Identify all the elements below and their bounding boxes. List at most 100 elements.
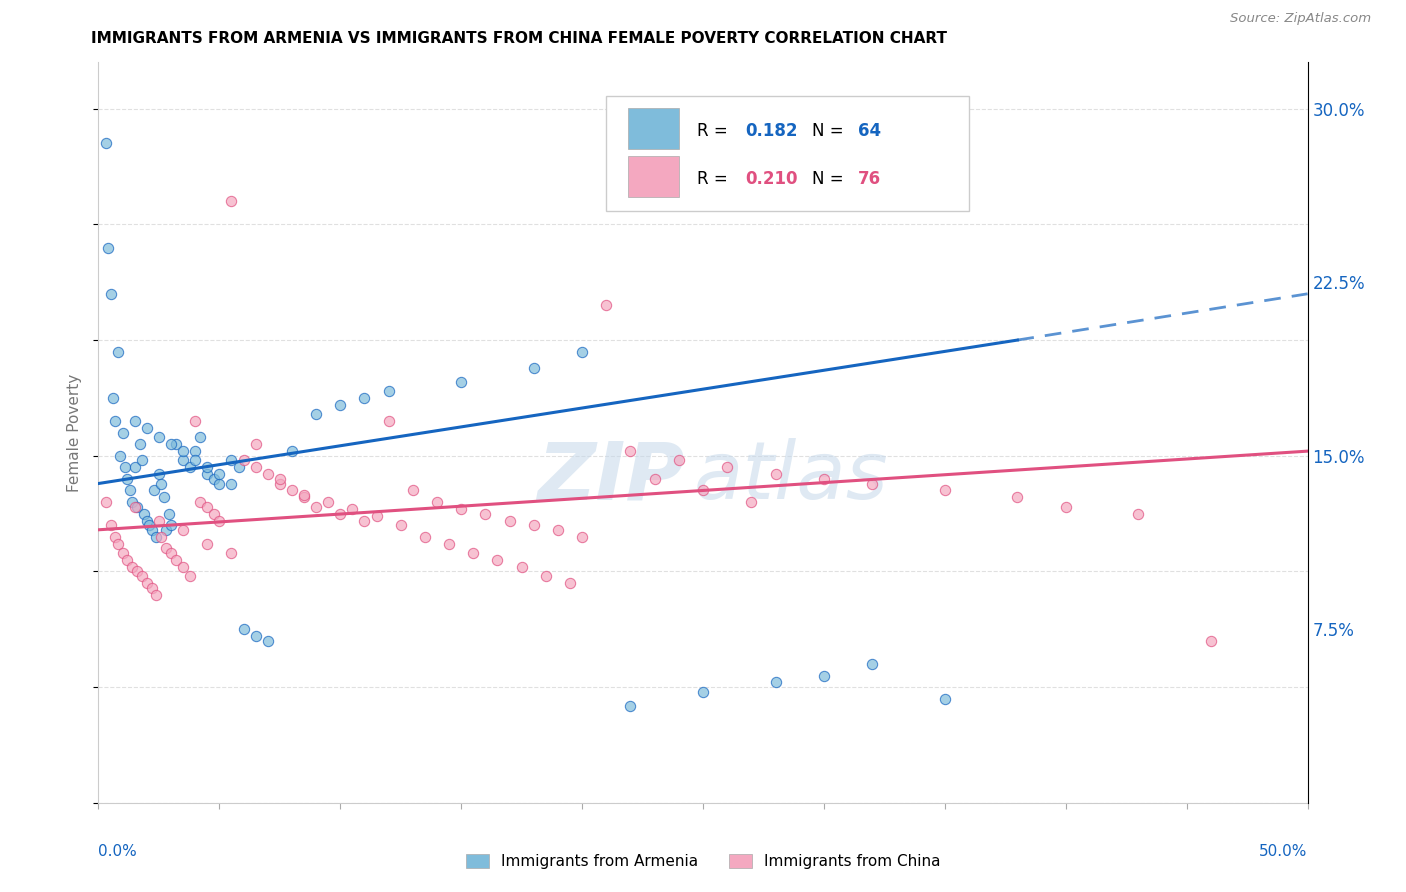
Text: R =: R = [697,121,733,139]
Point [195,460,218,475]
Point [619,444,641,458]
Point [353,391,375,405]
Point [245,437,267,451]
Point [184,453,207,467]
Text: IMMIGRANTS FROM ARMENIA VS IMMIGRANTS FROM CHINA FEMALE POVERTY CORRELATION CHAR: IMMIGRANTS FROM ARMENIA VS IMMIGRANTS FR… [91,31,948,46]
Text: 76: 76 [858,169,882,187]
Point [305,407,328,421]
Point [104,414,127,428]
Text: R =: R = [697,169,733,187]
Point [157,507,180,521]
Point [188,430,211,444]
Point [97,240,120,255]
Y-axis label: Female Poverty: Female Poverty [67,374,83,491]
Point [141,523,163,537]
Point [486,553,509,567]
FancyBboxPatch shape [628,156,679,197]
Legend: Immigrants from Armenia, Immigrants from China: Immigrants from Armenia, Immigrants from… [460,848,946,875]
Point [134,507,156,521]
Point [138,518,160,533]
Point [1199,633,1222,648]
Point [160,437,183,451]
Point [128,437,150,451]
Point [765,675,787,690]
Point [208,467,231,482]
Point [1054,500,1077,514]
Point [450,502,472,516]
Point [94,495,117,509]
Point [195,500,218,514]
Point [165,553,187,567]
Point [281,483,304,498]
Point [269,476,291,491]
Point [366,508,388,523]
Point [117,472,139,486]
Point [172,453,194,467]
Point [571,530,593,544]
Point [101,391,124,405]
Point [145,530,167,544]
Point [104,530,127,544]
Text: Source: ZipAtlas.com: Source: ZipAtlas.com [1230,12,1371,25]
Point [179,569,201,583]
Point [124,500,146,514]
Point [389,518,412,533]
Point [740,495,762,509]
Point [595,298,617,312]
Point [148,514,170,528]
Point [1128,507,1150,521]
Point [108,449,131,463]
Point [204,472,226,486]
Point [245,629,267,643]
Point [221,453,243,467]
Point [148,467,170,482]
Point [107,536,129,550]
Point [195,536,218,550]
Point [377,414,399,428]
Point [245,460,267,475]
Point [692,685,714,699]
Point [208,514,231,528]
Point [644,472,666,486]
Point [934,483,956,498]
FancyBboxPatch shape [628,108,679,149]
Point [160,518,183,533]
Text: 0.210: 0.210 [745,169,797,187]
Point [1007,491,1029,505]
Point [195,467,218,482]
Point [668,453,690,467]
Point [619,698,641,713]
Point [94,136,117,151]
Point [329,398,352,412]
Point [172,444,194,458]
Point [860,657,883,671]
Point [402,483,425,498]
Point [474,507,496,521]
Point [316,495,339,509]
Point [342,502,364,516]
Point [155,541,177,556]
Point [111,546,134,560]
Point [221,546,243,560]
Point [292,491,315,505]
Point [860,476,883,491]
Point [100,518,122,533]
Point [124,460,146,475]
Text: 0.0%: 0.0% [98,844,138,858]
Point [510,559,533,574]
Point [232,453,254,467]
Point [256,467,278,482]
Point [118,483,141,498]
Point [114,460,136,475]
Point [155,523,177,537]
Point [765,467,787,482]
Point [121,495,143,509]
Text: atlas: atlas [693,438,889,516]
Point [165,437,187,451]
Point [150,476,173,491]
Point [160,546,183,560]
Point [221,194,243,209]
Point [463,546,485,560]
Point [353,514,375,528]
Text: 50.0%: 50.0% [1260,844,1308,858]
